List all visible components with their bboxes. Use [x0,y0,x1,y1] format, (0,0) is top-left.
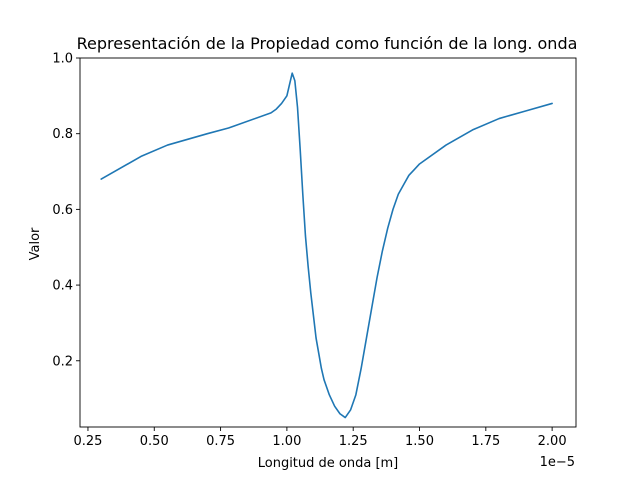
y-tick-label: 0.4 [52,279,73,294]
x-axis-offset-label: 1e−5 [540,455,575,470]
x-tick-label: 1.50 [405,434,434,449]
x-tick-label: 1.75 [471,434,500,449]
y-axis-ticks: 0.2 0.4 0.6 0.8 1.0 [52,52,80,369]
y-tick-label: 0.2 [52,354,73,369]
y-axis-label: Valor [28,227,43,260]
chart-title: Representación de la Propiedad como func… [77,34,578,53]
x-tick-label: 2.00 [538,434,567,449]
x-tick-label: 0.50 [140,434,169,449]
plot-area [79,57,577,428]
x-tick-label: 1.25 [339,434,368,449]
x-tick-label: 1.00 [272,434,301,449]
x-axis-label: Longitud de onda [m] [258,456,399,471]
axes-frame [79,57,577,428]
y-tick-label: 0.6 [52,203,73,218]
x-tick-label: 0.75 [206,434,235,449]
x-axis-ticks: 0.25 0.50 0.75 1.00 1.25 1.50 1.75 2.00 [73,427,567,449]
y-tick-label: 0.8 [52,127,73,142]
y-tick-label: 1.0 [52,52,73,67]
series-line-0 [100,72,553,419]
x-tick-label: 0.25 [73,434,102,449]
